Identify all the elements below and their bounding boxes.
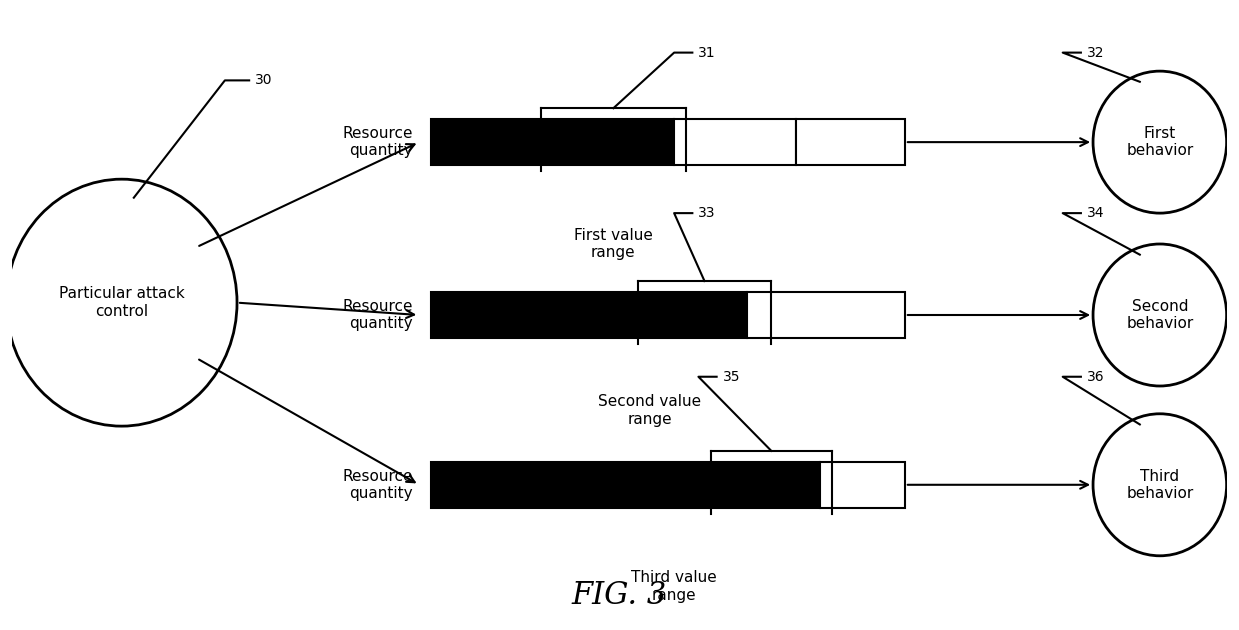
Text: First
behavior: First behavior [1126,126,1193,158]
Text: Second value
range: Second value range [598,394,701,427]
Text: 31: 31 [699,45,716,60]
Bar [820,462,904,508]
Text: Resource
quantity: Resource quantity [342,299,413,331]
Text: 34: 34 [1087,206,1104,220]
Text: Resource
quantity: Resource quantity [342,469,413,501]
Bar [747,292,904,338]
Bar [431,119,674,165]
Text: 36: 36 [1087,370,1105,384]
Text: 30: 30 [255,73,273,88]
Text: FIG. 3: FIG. 3 [572,580,667,611]
Text: 35: 35 [722,370,740,384]
Bar [795,119,904,165]
Text: Resource
quantity: Resource quantity [342,126,413,158]
Text: First value
range: First value range [574,228,653,260]
Text: Second
behavior: Second behavior [1126,299,1193,331]
Text: Third
behavior: Third behavior [1126,469,1193,501]
Text: 33: 33 [699,206,716,220]
Bar [431,462,820,508]
Bar [431,292,747,338]
Bar [674,119,795,165]
Text: Particular attack
control: Particular attack control [58,287,185,319]
Text: Third value
range: Third value range [631,570,717,603]
Text: 32: 32 [1087,45,1104,60]
